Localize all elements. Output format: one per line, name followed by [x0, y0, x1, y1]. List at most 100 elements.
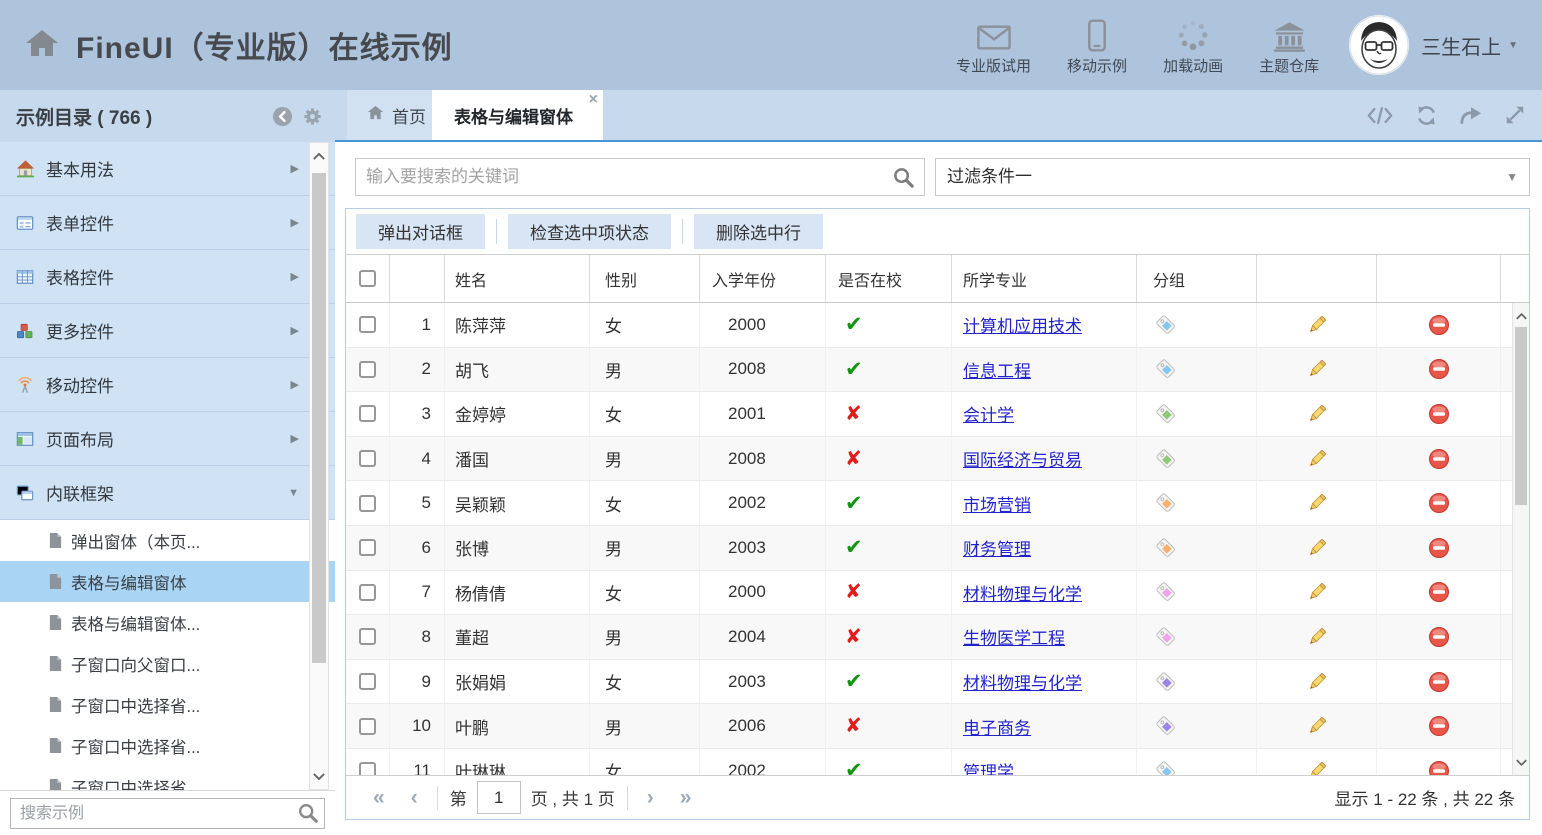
delete-icon[interactable] [1428, 537, 1450, 559]
user-menu[interactable]: 三生石上 ▼ [1349, 15, 1518, 75]
header-action[interactable]: 主题仓库 [1259, 14, 1319, 76]
pencil-icon[interactable] [1306, 448, 1328, 470]
header-action[interactable]: 移动示例 [1067, 14, 1127, 76]
delete-icon[interactable] [1428, 448, 1450, 470]
row-checkbox[interactable] [359, 494, 376, 512]
grid-scrollbar[interactable] [1512, 303, 1529, 775]
col-group[interactable]: 分组 [1137, 255, 1257, 302]
last-page-icon[interactable]: » [679, 786, 692, 809]
fullscreen-icon[interactable] [1504, 104, 1526, 126]
sidebar-item[interactable]: 基本用法 ▶ [0, 142, 335, 196]
refresh-icon[interactable] [1415, 104, 1438, 127]
row-checkbox[interactable] [359, 405, 376, 423]
pencil-icon[interactable] [1306, 358, 1328, 380]
sidebar-subitem[interactable]: 子窗口中选择省... [0, 725, 335, 766]
sidebar-item[interactable]: 内联框架 ▼ [0, 466, 335, 520]
major-link[interactable]: 会计学 [963, 406, 1014, 426]
sidebar-item[interactable]: 页面布局 ▶ [0, 412, 335, 466]
delete-icon[interactable] [1428, 626, 1450, 648]
row-checkbox[interactable] [359, 450, 376, 468]
toolbar-button[interactable]: 检查选中项状态 [508, 214, 671, 249]
delete-icon[interactable] [1428, 403, 1450, 425]
col-in-school[interactable]: 是否在校 [826, 255, 952, 302]
pencil-icon[interactable] [1306, 314, 1328, 336]
gear-icon[interactable] [302, 106, 323, 127]
major-link[interactable]: 材料物理与化学 [963, 584, 1082, 604]
source-code-icon[interactable] [1366, 105, 1394, 126]
major-link[interactable]: 计算机应用技术 [963, 317, 1082, 337]
prev-page-icon[interactable]: ‹ [410, 786, 418, 809]
delete-icon[interactable] [1428, 715, 1450, 737]
sidebar-subitem[interactable]: 表格与编辑窗体 [0, 561, 335, 602]
pencil-icon[interactable] [1306, 671, 1328, 693]
pencil-icon[interactable] [1306, 581, 1328, 603]
scrollbar-thumb[interactable] [312, 173, 326, 663]
scroll-up-icon[interactable] [313, 147, 325, 165]
select-all-checkbox[interactable] [359, 270, 376, 287]
major-link[interactable]: 生物医学工程 [963, 629, 1065, 649]
keyword-search-input[interactable] [356, 159, 924, 195]
page-number-input[interactable] [476, 781, 521, 814]
major-link[interactable]: 电子商务 [963, 718, 1031, 738]
major-link[interactable]: 市场营销 [963, 495, 1031, 515]
toolbar-button[interactable]: 删除选中行 [694, 214, 823, 249]
delete-icon[interactable] [1428, 492, 1450, 514]
toolbar-button[interactable]: 弹出对话框 [356, 214, 485, 249]
col-year[interactable]: 入学年份 [700, 255, 826, 302]
pencil-icon[interactable] [1306, 537, 1328, 559]
delete-icon[interactable] [1428, 358, 1450, 380]
col-name[interactable]: 姓名 [445, 255, 590, 302]
major-link[interactable]: 信息工程 [963, 361, 1031, 381]
row-checkbox[interactable] [359, 316, 376, 334]
row-checkbox[interactable] [359, 673, 376, 691]
row-checkbox[interactable] [359, 539, 376, 557]
delete-icon[interactable] [1428, 760, 1450, 775]
row-checkbox[interactable] [359, 762, 376, 775]
row-checkbox[interactable] [359, 717, 376, 735]
share-icon[interactable] [1459, 105, 1483, 126]
delete-icon[interactable] [1428, 581, 1450, 603]
sidebar-subitem[interactable]: 子窗口中选择省... [0, 684, 335, 725]
pencil-icon[interactable] [1306, 760, 1328, 775]
tab-home[interactable]: 首页 [347, 90, 447, 140]
delete-icon[interactable] [1428, 671, 1450, 693]
scrollbar-thumb[interactable] [1515, 327, 1527, 505]
major-link[interactable]: 国际经济与贸易 [963, 451, 1082, 471]
sidebar-subitem[interactable]: 子窗口向父窗口... [0, 643, 335, 684]
sidebar-subitem[interactable]: 表格与编辑窗体... [0, 602, 335, 643]
col-major[interactable]: 所学专业 [952, 255, 1137, 302]
row-checkbox[interactable] [359, 360, 376, 378]
header-action[interactable]: 专业版试用 [956, 14, 1031, 76]
row-checkbox[interactable] [359, 583, 376, 601]
sidebar-item[interactable]: 更多控件 ▶ [0, 304, 335, 358]
collapse-sidebar-icon[interactable] [272, 106, 293, 127]
scroll-down-icon[interactable] [1516, 753, 1527, 771]
filter-select[interactable]: 过滤条件一 ▼ [935, 158, 1530, 196]
scroll-up-icon[interactable] [1516, 307, 1527, 325]
row-checkbox[interactable] [359, 628, 376, 646]
sidebar-item[interactable]: 表格控件 ▶ [0, 250, 335, 304]
pencil-icon[interactable] [1306, 626, 1328, 648]
major-link[interactable]: 材料物理与化学 [963, 674, 1082, 694]
first-page-icon[interactable]: « [373, 786, 385, 809]
pencil-icon[interactable] [1306, 715, 1328, 737]
next-page-icon[interactable]: › [646, 786, 654, 809]
search-icon[interactable] [892, 166, 915, 194]
pencil-icon[interactable] [1306, 403, 1328, 425]
pencil-icon[interactable] [1306, 492, 1328, 514]
header-action[interactable]: 加载动画 [1163, 14, 1223, 76]
sidebar-item[interactable]: 表单控件 ▶ [0, 196, 335, 250]
sidebar-scrollbar[interactable] [309, 142, 329, 790]
col-gender[interactable]: 性别 [590, 255, 700, 302]
sidebar-search-input[interactable] [10, 798, 325, 829]
major-link[interactable]: 管理学 [963, 763, 1014, 775]
tab-grid-editor[interactable]: 表格与编辑窗体 × [432, 90, 603, 140]
delete-icon[interactable] [1428, 314, 1450, 336]
scroll-down-icon[interactable] [313, 767, 325, 785]
close-icon[interactable]: × [588, 91, 598, 108]
sidebar-subitem[interactable]: 弹出窗体（本页... [0, 520, 335, 561]
major-link[interactable]: 财务管理 [963, 540, 1031, 560]
sidebar-subitem[interactable]: 子窗口中选择省 [0, 766, 335, 790]
sidebar-item-label: 表单控件 [46, 215, 114, 234]
sidebar-item[interactable]: 移动控件 ▶ [0, 358, 335, 412]
